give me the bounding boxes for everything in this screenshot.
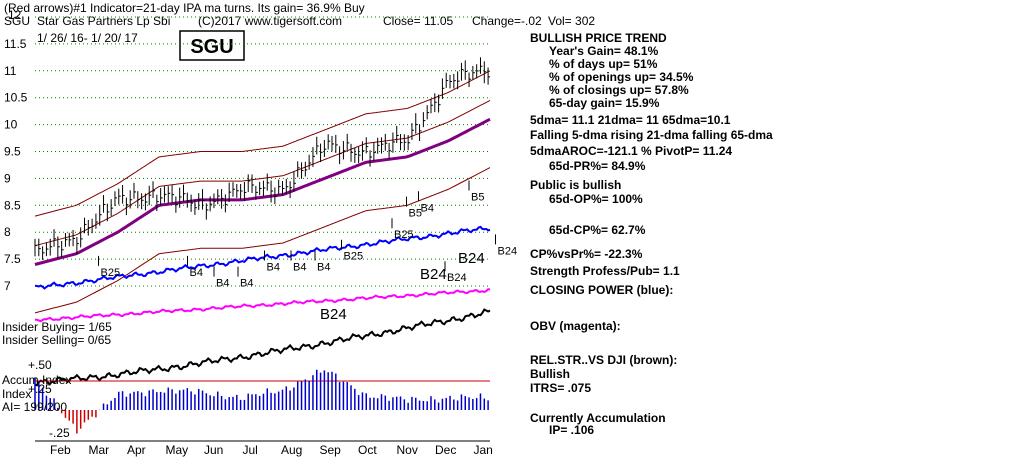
header-company: Star Gas Partners Lp Sbi [37, 14, 170, 28]
signal-label: B4 [267, 261, 280, 273]
y-tick-label: 11.5 [4, 37, 27, 51]
dma-trend: Falling 5-dma rising 21-dma falling 65-d… [530, 128, 773, 142]
accum-plus25: +.25 [28, 382, 52, 396]
y-tick-label: 11 [4, 64, 17, 78]
openings-up: % of openings up= 34.5% [549, 70, 694, 84]
ip-value: IP= .106 [549, 423, 594, 437]
y-tick-label: 8.5 [4, 198, 21, 212]
signal-label: B4 [421, 202, 434, 214]
signal-label: B25 [101, 267, 121, 279]
accumulation-histogram [34, 369, 490, 434]
x-tick-label: Oct [358, 443, 377, 457]
x-tick-label: Jul [243, 443, 258, 457]
header-top-tick: 12 [8, 8, 22, 22]
y-tick-label: 9 [4, 171, 11, 185]
header-line1: (Red arrows)#1 Indicator=21-day IPA ma t… [4, 1, 365, 15]
obv-label: OBV (magenta): [530, 319, 621, 333]
signal-label: B24 [498, 245, 518, 257]
signal-label: B4 [240, 278, 253, 290]
insider-selling-label: Insider Selling= 0/65 [2, 333, 111, 347]
y-tick-label: 10.5 [4, 91, 28, 105]
signal-label: B4 [317, 261, 330, 273]
y-tick-label: 7 [4, 279, 11, 293]
public-status: Public is bullish [530, 178, 621, 192]
y-axis-ticks: 11.5 11 10.5 10 9.5 9 8.5 8 7.5 7 [4, 37, 28, 293]
ai-label: AI= 199/200 [2, 400, 67, 414]
bullish-label: Bullish [530, 367, 570, 381]
x-tick-label: Sep [320, 443, 342, 457]
price-bands [34, 70, 491, 314]
y-tick-label: 9.5 [4, 145, 21, 159]
b24-label-lower: B24 [420, 266, 447, 283]
signal-label: B5 [471, 192, 484, 204]
header-vol: Vol= 302 [548, 14, 595, 28]
gain-65day: 65-day gain= 15.9% [549, 96, 660, 110]
relstr-line [34, 308, 491, 387]
signal-label: B25 [344, 251, 364, 263]
header-change: Change=-.02 [472, 14, 542, 28]
x-tick-label: Dec [435, 443, 456, 457]
years-gain: Year's Gain= 48.1% [549, 44, 659, 58]
x-axis-ticks: Feb Mar Apr May Jun Jul Aug Sep Oct Nov Dec Jan [35, 440, 493, 457]
closings-up: % of closings up= 57.8% [549, 83, 689, 97]
ma65-line [34, 117, 491, 266]
accum-plus50: +.50 [28, 358, 52, 372]
b24-label-obv: B24 [320, 306, 347, 323]
x-tick-label: Jan [474, 443, 493, 457]
signal-label: B4 [293, 261, 306, 273]
x-tick-label: Mar [89, 443, 110, 457]
y-tick-label: 8 [4, 225, 11, 239]
right-panel: BULLISH PRICE TREND Year's Gain= 48.1% %… [530, 31, 773, 437]
ma21-line [34, 99, 491, 247]
y-tick-label: 10 [4, 118, 18, 132]
days-up: % of days up= 51% [549, 57, 658, 71]
closing-power-label: CLOSING POWER (blue): [530, 283, 673, 297]
x-tick-label: Aug [281, 443, 302, 457]
strength-ratio: Strength Profess/Pub= 1.1 [530, 264, 680, 278]
op-65d: 65d-OP%= 100% [549, 192, 643, 206]
dma-values: 5dma= 11.1 21dma= 11 65dma=10.1 [530, 113, 731, 127]
header-close: Close= 11.05 [383, 14, 453, 28]
header-copyright: (C)2017 www.tigersoft.com [198, 14, 342, 28]
header-date-range: 1/ 26/ 16- 1/ 20/ 17 [37, 31, 138, 45]
closing-power-line [34, 225, 491, 290]
obv-line [34, 288, 491, 323]
y-tick-label: 7.5 [4, 252, 21, 266]
ticker-box-label: SGU [190, 36, 233, 58]
signal-label: B24 [447, 272, 467, 284]
x-tick-label: Apr [127, 443, 146, 457]
x-tick-label: Feb [50, 443, 71, 457]
index-word: Index [2, 387, 31, 401]
insider-buying-label: Insider Buying= 1/65 [2, 320, 112, 334]
b24-label-upper: B24 [458, 250, 485, 267]
x-tick-label: May [166, 443, 189, 457]
itrs-value: ITRS= .075 [530, 381, 591, 395]
price-bars [34, 57, 491, 260]
signal-label: B4 [190, 267, 203, 279]
relstr-label: REL.STR..VS DJI (brown): [530, 353, 677, 367]
signal-label: B5 [409, 208, 422, 220]
x-tick-label: Jun [204, 443, 223, 457]
signal-label: B25 [394, 229, 414, 241]
accumulation-status: Currently Accumulation [530, 411, 666, 425]
pr-65d: 65d-PR%= 84.9% [549, 159, 646, 173]
trend-title: BULLISH PRICE TREND [530, 31, 667, 45]
signal-label: B4 [216, 278, 229, 290]
ticker-box [179, 30, 245, 61]
indicator-lines [34, 225, 491, 387]
lower-band [34, 167, 491, 314]
cp-vs-pr: CP%vsPr%= -22.3% [530, 247, 643, 261]
cp-65d: 65d-CP%= 62.7% [549, 223, 646, 237]
aroc-pivot: 5dmaAROC=-121.1 % PivotP= 11.24 [530, 144, 732, 158]
upper-band [34, 70, 491, 217]
x-tick-label: Nov [397, 443, 418, 457]
accum-index-label: Accum Index [2, 373, 71, 387]
accum-minus25: -.25 [49, 426, 70, 440]
header-ticker-small: SGU [4, 14, 30, 28]
